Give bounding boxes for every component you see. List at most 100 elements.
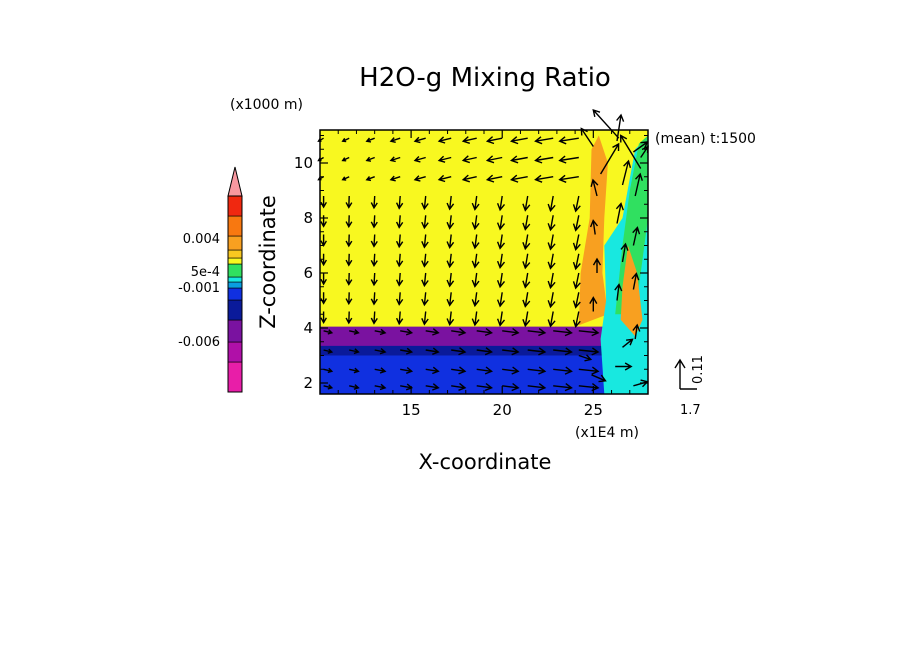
- wind-vector: [471, 215, 480, 231]
- wind-vector: [395, 292, 404, 306]
- wind-vector: [341, 137, 350, 143]
- wind-vector: [631, 272, 640, 290]
- wind-vector: [425, 347, 440, 355]
- wind-vector: [425, 366, 440, 375]
- y-tick-label: 10: [294, 154, 313, 172]
- wind-vector: [578, 366, 600, 375]
- wind-vector: [553, 347, 573, 356]
- wind-vector: [534, 136, 554, 145]
- wind-vector: [349, 329, 360, 335]
- wind-vector: [421, 292, 429, 307]
- wind-vector: [323, 329, 334, 335]
- wind-vector: [446, 311, 455, 327]
- region-plume-orange: [620, 245, 643, 337]
- wind-vector: [496, 311, 506, 327]
- wind-vector: [395, 272, 404, 287]
- wind-vector: [572, 311, 581, 328]
- wind-vector: [365, 137, 375, 143]
- y-axis: 2 4 6 8 10: [294, 135, 648, 392]
- wind-vector: [496, 272, 506, 289]
- wind-vector: [349, 384, 360, 390]
- y-axis-label: Z-coordinate: [256, 195, 280, 329]
- wind-vector: [509, 155, 528, 164]
- wind-vector: [578, 354, 593, 362]
- wind-vector: [534, 174, 554, 183]
- wind-vector: [389, 156, 401, 163]
- wind-vector: [615, 362, 633, 371]
- wind-vector: [485, 155, 503, 164]
- wind-vector: [634, 172, 643, 197]
- wind-vector: [421, 253, 429, 268]
- wind-vector: [461, 136, 477, 144]
- colorbar-label: -0.001: [178, 281, 220, 296]
- wind-vector: [572, 292, 581, 309]
- colorbar-swatch: [227, 319, 243, 343]
- wind-vector: [425, 328, 440, 336]
- wind-vector: [471, 234, 480, 250]
- wind-vector: [421, 195, 429, 211]
- wind-vector: [437, 174, 452, 183]
- y-unit-label: (x1000 m): [230, 97, 303, 113]
- wind-vector: [446, 234, 455, 250]
- x-unit-label: (x1E4 m): [575, 425, 639, 441]
- wind-vector: [446, 292, 455, 307]
- wind-vector: [421, 215, 429, 230]
- wind-vector: [413, 175, 426, 182]
- wind-vector: [572, 272, 581, 290]
- wind-vector: [365, 156, 375, 162]
- wind-vector: [614, 283, 623, 301]
- region-plume-orange: [578, 135, 608, 326]
- wind-vector: [395, 253, 404, 268]
- wind-vector: [446, 215, 455, 230]
- wind-vector: [461, 174, 477, 183]
- y-tick-label: 8: [303, 209, 313, 227]
- wind-vector: [534, 155, 554, 164]
- region-plume-green: [615, 135, 648, 315]
- colorbar: [227, 166, 243, 393]
- wind-vector: [341, 176, 350, 181]
- wind-vector: [547, 253, 556, 270]
- wind-vector: [572, 215, 581, 232]
- wind-vector: [446, 272, 455, 288]
- colorbar-label: 0.004: [183, 232, 220, 247]
- wind-vector: [522, 195, 531, 212]
- wind-vector: [471, 253, 480, 269]
- colorbar-swatch: [227, 215, 243, 237]
- reference-x-value: 1.7: [680, 403, 701, 418]
- x-axis: 15 20 25: [337, 130, 631, 419]
- wind-vector: [522, 272, 531, 289]
- wind-vector: [592, 257, 602, 273]
- wind-vector: [370, 234, 378, 248]
- wind-vector: [345, 272, 353, 286]
- wind-vector: [320, 273, 328, 286]
- wind-vector: [589, 296, 598, 312]
- wind-vector: [461, 155, 477, 164]
- wind-vector: [476, 366, 494, 375]
- wind-vector: [451, 366, 467, 375]
- wind-vector: [320, 311, 328, 325]
- wind-vector: [370, 311, 378, 325]
- wind-vector: [553, 383, 573, 392]
- wind-vector: [547, 234, 556, 251]
- wind-vector: [578, 328, 600, 337]
- wind-vector: [496, 234, 506, 250]
- wind-vector: [527, 383, 547, 392]
- reference-z-value: 0.11: [691, 355, 706, 384]
- wind-vector: [547, 272, 556, 290]
- wind-vector: [522, 292, 531, 308]
- wind-vector: [374, 328, 387, 336]
- wind-vector: [345, 195, 353, 209]
- wind-vector: [413, 156, 426, 163]
- wind-vector: [591, 374, 607, 383]
- wind-vector: [323, 367, 334, 374]
- wind-vector: [349, 348, 360, 355]
- wind-vector: [572, 195, 581, 213]
- wind-vector: [496, 253, 506, 269]
- wind-vector: [370, 195, 378, 210]
- wind-vector: [395, 311, 404, 326]
- wind-vector: [578, 347, 600, 356]
- wind-vector: [370, 253, 378, 267]
- colorbar-swatch: [227, 361, 243, 393]
- colorbar-swatch: [227, 281, 243, 289]
- wind-vector: [374, 383, 387, 391]
